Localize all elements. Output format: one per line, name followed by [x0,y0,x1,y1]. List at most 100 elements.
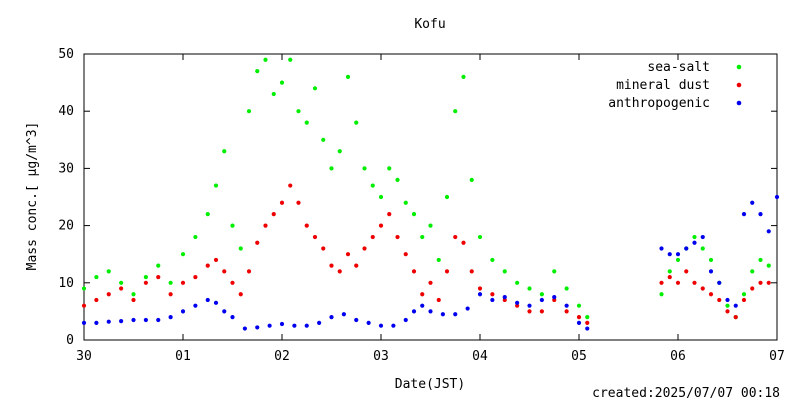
data-point [279,200,285,205]
y-tick-label: 0 [66,333,74,348]
data-point [527,286,532,291]
data-point [143,317,148,323]
data-point [180,280,186,285]
legend-label: mineral dust [616,78,710,93]
data-point [490,292,495,297]
data-point [564,309,569,314]
data-point [675,280,681,285]
data-point [585,320,590,325]
data-point [362,246,367,251]
data-point [180,309,186,314]
data-point [143,274,148,280]
data-point [539,292,544,297]
x-tick-label: 07 [769,349,785,364]
data-point [490,257,495,263]
data-point [741,292,747,297]
data-point [684,269,689,274]
x-tick-label: 01 [175,349,191,364]
data-point [288,183,293,188]
data-point [168,315,173,320]
data-point [428,309,433,314]
data-point [420,292,425,297]
data-point [659,280,664,285]
data-point [750,269,755,274]
data-point [469,177,474,182]
data-point [436,297,441,303]
data-point [354,263,359,268]
data-point [345,74,351,79]
data-point [733,315,738,320]
data-point [403,252,408,257]
data-point [564,286,569,291]
data-point [675,257,681,263]
data-point [370,234,375,240]
data-point [131,317,136,323]
data-point [337,269,342,274]
data-point [238,292,243,297]
data-point [692,234,697,240]
data-point [659,246,664,251]
data-point [461,240,466,245]
data-point [131,292,136,297]
data-point [296,200,301,205]
data-point [156,274,161,280]
data-point [675,252,681,257]
legend-marker [736,82,742,88]
data-point [477,234,483,240]
data-point [131,297,136,303]
data-point [279,80,285,85]
data-point [119,319,124,324]
data-point [453,234,458,240]
data-point [708,269,714,274]
data-point [143,280,148,285]
data-point [106,319,111,324]
data-point [263,57,268,62]
data-point [465,306,470,311]
data-point [213,257,219,263]
data-point [242,326,247,331]
data-point [296,109,301,114]
data-point [205,263,210,268]
data-point [362,166,367,171]
data-point [329,315,334,320]
data-point [420,303,425,308]
series-sea-salt [81,57,771,320]
chart-title: Kofu [414,17,445,32]
data-point [766,263,771,268]
data-point [230,223,235,228]
data-point [271,212,276,217]
data-point [502,269,507,274]
data-point [692,240,697,245]
footer-text: created:2025/07/07 00:18 [592,386,780,400]
data-point [222,309,227,314]
legend-marker [736,64,742,70]
data-point [255,240,260,245]
data-point [246,269,252,274]
data-point [477,292,483,297]
data-point [420,234,425,240]
y-tick-label: 50 [58,47,74,62]
data-point [477,286,483,291]
data-point [81,320,87,325]
data-point [411,269,417,274]
data-point [317,320,322,325]
data-point [387,212,392,217]
data-point [81,303,87,308]
data-point [321,246,326,251]
data-point [539,297,544,303]
data-point [667,269,672,274]
data-point [436,257,441,263]
data-point [94,274,99,280]
data-point [741,297,747,303]
data-point [168,292,173,297]
x-tick-label: 03 [373,349,389,364]
data-point [527,303,532,308]
data-point [378,223,384,228]
data-point [564,303,569,308]
data-point [230,280,235,285]
series-mineral-dust [81,183,771,325]
data-point [168,280,173,285]
data-point [193,234,198,240]
